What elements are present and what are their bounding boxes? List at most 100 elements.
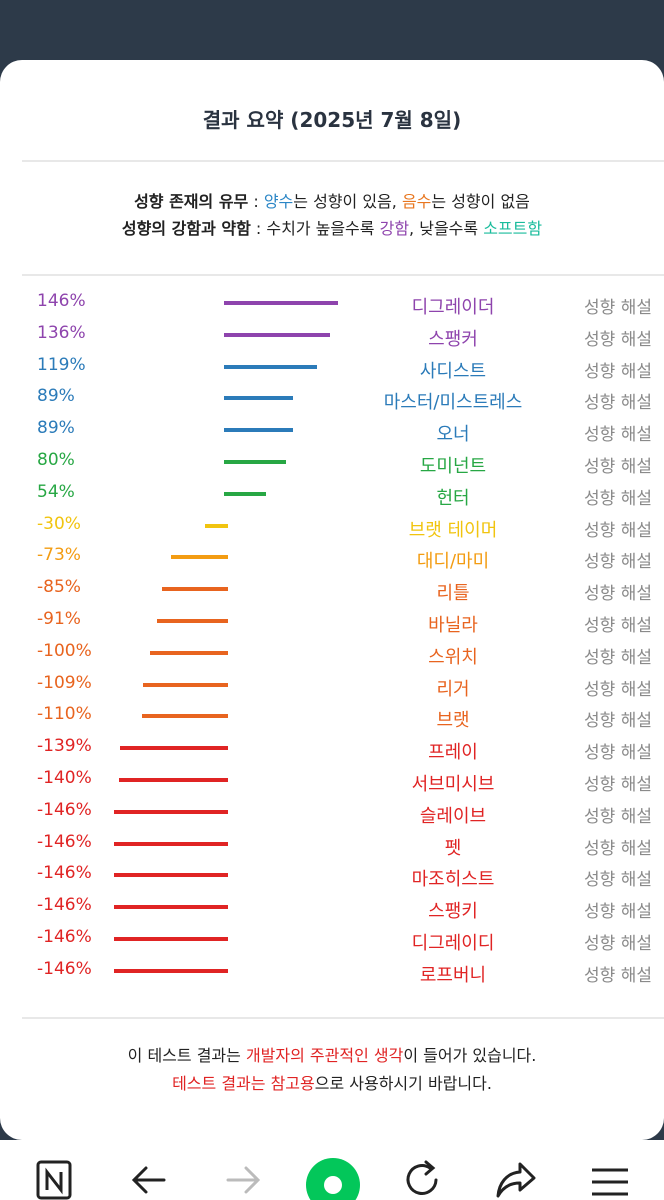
- result-bar: [224, 301, 338, 305]
- result-percent: 136%: [37, 322, 86, 343]
- explain-link[interactable]: 성향 해설: [584, 679, 652, 700]
- explain-link[interactable]: 성향 해설: [584, 584, 652, 605]
- explain-link[interactable]: 성향 해설: [584, 806, 652, 827]
- result-percent: 119%: [37, 354, 86, 375]
- result-name: 리거: [436, 678, 470, 700]
- result-percent: -146%: [37, 926, 92, 947]
- explain-link[interactable]: 성향 해설: [584, 774, 652, 795]
- explain-link[interactable]: 성향 해설: [584, 298, 652, 318]
- naver-icon[interactable]: [34, 1156, 78, 1200]
- result-percent: 146%: [37, 291, 86, 311]
- result-percent: 54%: [37, 481, 75, 502]
- result-percent: -91%: [37, 608, 81, 629]
- forward-icon: [220, 1156, 264, 1200]
- result-row: -91% 바닐라 성향 해설: [0, 605, 664, 637]
- divider: [22, 160, 664, 162]
- result-row: -146% 스팽키 성향 해설: [0, 891, 664, 923]
- result-percent: -140%: [37, 767, 92, 788]
- result-percent: -30%: [37, 513, 81, 534]
- legend: 성향 존재의 유무 : 양수는 성향이 있음, 음수는 성향이 없음 성향의 강…: [0, 188, 664, 242]
- reload-icon[interactable]: [402, 1156, 446, 1200]
- result-row: -73% 대디/마미 성향 해설: [0, 541, 664, 573]
- explain-link[interactable]: 성향 해설: [584, 552, 652, 573]
- explain-link[interactable]: 성향 해설: [584, 647, 652, 668]
- result-percent: -146%: [37, 831, 92, 852]
- result-name: 마스터/미스트레스: [383, 392, 523, 414]
- explain-link[interactable]: 성향 해설: [584, 870, 652, 891]
- explain-link[interactable]: 성향 해설: [584, 711, 652, 732]
- result-percent: -73%: [37, 545, 81, 566]
- result-name: 프레이: [428, 742, 478, 764]
- result-name: 대디/마미: [416, 551, 490, 573]
- back-icon[interactable]: [128, 1156, 172, 1200]
- result-percent: -110%: [37, 704, 92, 725]
- result-row: -109% 리거 성향 해설: [0, 669, 664, 701]
- result-bar: [114, 873, 228, 878]
- result-row: -140% 서브미시브 성향 해설: [0, 764, 664, 796]
- result-bar: [119, 746, 228, 751]
- page-title: 결과 요약 (2025년 7월 8일): [202, 108, 462, 132]
- explain-link[interactable]: 성향 해설: [584, 933, 652, 954]
- result-row: 54% 헌터 성향 해설: [0, 478, 664, 510]
- result-row: -146% 마조히스트 성향 해설: [0, 859, 664, 891]
- result-row: 89% 오너 성향 해설: [0, 414, 664, 446]
- result-row: -85% 리틀 성향 해설: [0, 573, 664, 605]
- legend-label: 성향 존재의 유무: [134, 192, 249, 211]
- explain-link[interactable]: 성향 해설: [584, 520, 652, 541]
- result-row: -139% 프레이 성향 해설: [0, 732, 664, 764]
- explain-link[interactable]: 성향 해설: [584, 425, 652, 446]
- result-bar: [224, 491, 267, 496]
- result-percent: 89%: [37, 418, 75, 439]
- result-name: 마조히스트: [411, 869, 495, 891]
- menu-icon[interactable]: [588, 1156, 632, 1200]
- share-icon[interactable]: [494, 1156, 538, 1200]
- divider: [22, 274, 664, 276]
- result-percent: -85%: [37, 577, 81, 598]
- result-row: -110% 브랫 성향 해설: [0, 700, 664, 732]
- result-bar: [142, 682, 228, 687]
- result-percent: -146%: [37, 895, 92, 916]
- browser-toolbar: [0, 1140, 664, 1200]
- result-percent: 80%: [37, 449, 75, 470]
- result-row: 80% 도미넌트 성향 해설: [0, 446, 664, 478]
- result-row: 89% 마스터/미스트레스 성향 해설: [0, 382, 664, 414]
- result-bar: [114, 841, 228, 846]
- explain-link[interactable]: 성향 해설: [584, 838, 652, 859]
- explain-link[interactable]: 성향 해설: [584, 902, 652, 923]
- results-list: 146% 디그레이더 성향 해설 136% 스팽커 성향 해설 119% 사디스트 성향 해설 8…: [0, 287, 664, 987]
- result-bar: [204, 523, 228, 528]
- result-row: -146% 로프버니 성향 해설: [0, 955, 664, 987]
- explain-link[interactable]: 성향 해설: [584, 615, 652, 636]
- explain-link[interactable]: 성향 해설: [584, 329, 652, 350]
- explain-link[interactable]: 성향 해설: [584, 361, 652, 382]
- result-bar: [114, 936, 228, 941]
- result-row: -146% 디그레이디 성향 해설: [0, 923, 664, 955]
- explain-link[interactable]: 성향 해설: [584, 743, 652, 764]
- result-bar: [114, 809, 228, 814]
- result-bar: [114, 968, 228, 973]
- result-row: 119% 사디스트 성향 해설: [0, 351, 664, 383]
- result-name: 오너: [436, 424, 470, 446]
- explain-link[interactable]: 성향 해설: [584, 488, 652, 509]
- result-name: 바닐라: [428, 614, 478, 636]
- home-icon[interactable]: [306, 1158, 360, 1200]
- result-row: 136% 스팽커 성향 해설: [0, 319, 664, 351]
- result-bar: [114, 905, 228, 910]
- result-row: -146% 펫 성향 해설: [0, 828, 664, 860]
- explain-link[interactable]: 성향 해설: [584, 393, 652, 414]
- result-name: 스팽커: [428, 328, 478, 350]
- result-bar: [142, 714, 228, 719]
- result-bar: [118, 777, 228, 782]
- result-name: 스팽키: [428, 901, 478, 923]
- result-bar: [171, 555, 228, 560]
- result-percent: 89%: [37, 386, 75, 407]
- divider: [22, 1017, 664, 1019]
- explain-link[interactable]: 성향 해설: [584, 965, 652, 986]
- result-bar: [224, 364, 317, 369]
- result-bar: [157, 618, 228, 623]
- result-name: 서브미시브: [411, 773, 495, 795]
- result-name: 디그레이더: [411, 297, 495, 318]
- explain-link[interactable]: 성향 해설: [584, 456, 652, 477]
- result-name: 디그레이디: [411, 932, 495, 954]
- result-percent: -146%: [37, 863, 92, 884]
